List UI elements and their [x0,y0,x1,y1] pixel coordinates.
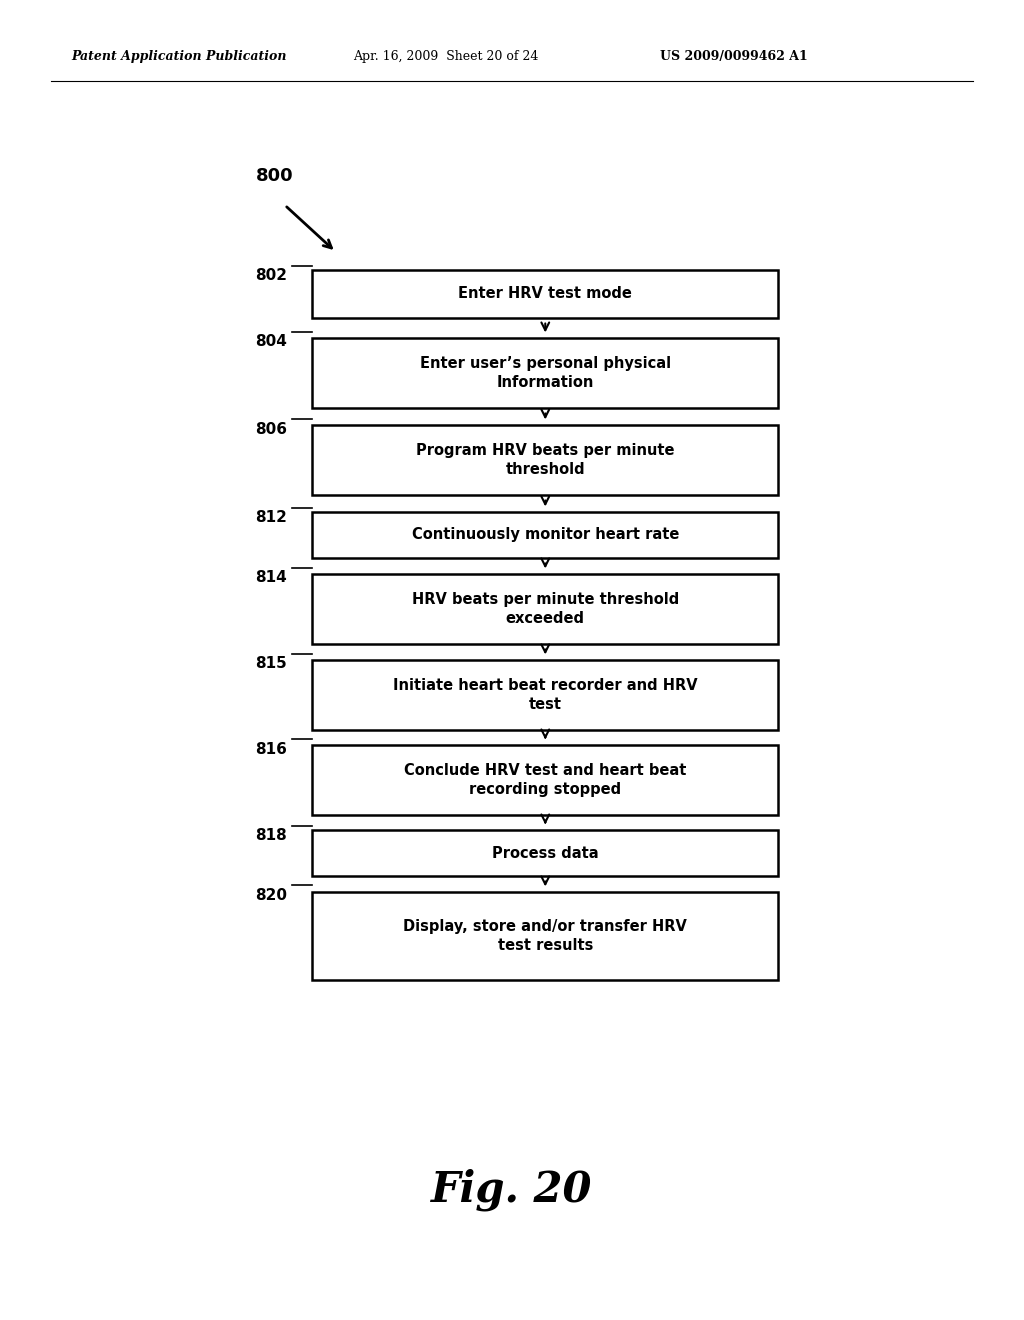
Bar [312,660,778,730]
Text: Enter HRV test mode: Enter HRV test mode [459,286,632,301]
Text: Display, store and/or transfer HRV
test results: Display, store and/or transfer HRV test … [403,919,687,953]
Bar [312,744,778,814]
Text: US 2009/0099462 A1: US 2009/0099462 A1 [660,50,808,63]
Text: 812: 812 [255,510,287,525]
Text: Fig. 20: Fig. 20 [431,1168,593,1212]
Bar [312,425,778,495]
Text: 815: 815 [255,656,287,672]
Bar [312,512,778,558]
Text: Enter user’s personal physical
Information: Enter user’s personal physical Informati… [420,356,671,389]
Text: 802: 802 [255,268,287,282]
Text: Process data: Process data [492,846,599,861]
Text: 816: 816 [255,742,287,756]
Text: HRV beats per minute threshold
exceeded: HRV beats per minute threshold exceeded [412,593,679,626]
Text: 804: 804 [255,334,287,350]
Text: Conclude HRV test and heart beat
recording stopped: Conclude HRV test and heart beat recordi… [404,763,686,797]
Text: 800: 800 [256,168,294,185]
Text: 814: 814 [255,570,287,586]
Text: Initiate heart beat recorder and HRV
test: Initiate heart beat recorder and HRV tes… [393,678,697,711]
Text: 806: 806 [255,421,287,437]
Bar [312,830,778,876]
Text: Apr. 16, 2009  Sheet 20 of 24: Apr. 16, 2009 Sheet 20 of 24 [353,50,539,63]
Text: 820: 820 [255,887,287,903]
Text: Continuously monitor heart rate: Continuously monitor heart rate [412,528,679,543]
Text: Program HRV beats per minute
threshold: Program HRV beats per minute threshold [416,444,675,477]
Bar [312,338,778,408]
Text: Patent Application Publication: Patent Application Publication [72,50,287,63]
Text: 818: 818 [255,828,287,842]
Bar [312,271,778,318]
Bar [312,574,778,644]
Bar [312,892,778,979]
